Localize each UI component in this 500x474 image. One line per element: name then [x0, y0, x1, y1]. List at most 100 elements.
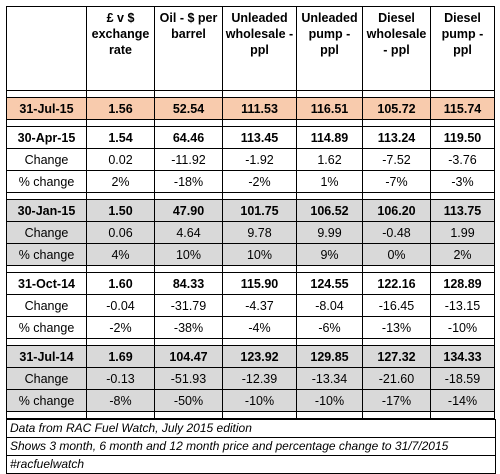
value-cell: -10% [430, 316, 495, 339]
spacer-cell [6, 119, 87, 127]
value-cell: 113.45 [222, 126, 297, 149]
value-cell: 64.46 [154, 126, 223, 149]
pct-change-row: % change 2% -18% -2% 1% -7% -3% [6, 170, 495, 193]
value-cell: 115.74 [430, 97, 495, 120]
value-cell: -13.34 [296, 367, 363, 390]
value-cell: 0.06 [86, 221, 155, 244]
spacer-cell [430, 411, 495, 419]
value-cell: -10% [222, 389, 297, 412]
value-cell: -8.04 [296, 294, 363, 317]
spacer-cell [222, 192, 297, 200]
value-cell: 1.69 [86, 345, 155, 368]
row-label: % change [6, 170, 87, 193]
value-cell: 4.64 [154, 221, 223, 244]
spacer-row [6, 411, 495, 419]
spacer-cell [362, 338, 431, 346]
value-cell: -3.76 [430, 148, 495, 171]
spacer-cell [154, 192, 223, 200]
description-note: Shows 3 month, 6 month and 12 month pric… [7, 437, 495, 455]
value-cell: -2% [86, 316, 155, 339]
value-cell: 52.54 [154, 97, 223, 120]
value-cell: 0.02 [86, 148, 155, 171]
value-cell: 116.51 [296, 97, 363, 120]
value-cell: 9.78 [222, 221, 297, 244]
date-cell: 30-Jan-15 [6, 199, 87, 222]
spacer-cell [296, 338, 363, 346]
value-cell: -4% [222, 316, 297, 339]
value-cell: 1.99 [430, 221, 495, 244]
spacer-cell [296, 192, 363, 200]
date-cell: 31-Oct-14 [6, 272, 87, 295]
value-cell: -0.13 [86, 367, 155, 390]
value-cell: 1.62 [296, 148, 363, 171]
fuel-price-table: £ v $ exchange rate Oil - $ per barrel U… [6, 6, 495, 419]
pct-change-row: % change -2% -38% -4% -6% -13% -10% [6, 316, 495, 339]
value-cell: -8% [86, 389, 155, 412]
header-row: £ v $ exchange rate Oil - $ per barrel U… [6, 6, 495, 91]
value-cell: -3% [430, 170, 495, 193]
date-cell: 30-Apr-15 [6, 126, 87, 149]
value-cell: 2% [430, 243, 495, 266]
header-cell [6, 6, 87, 91]
header-cell: Diesel pump - ppl [430, 6, 495, 91]
date-row: 30-Apr-15 1.54 64.46 113.45 114.89 113.24 119.… [6, 126, 495, 149]
row-label: % change [6, 389, 87, 412]
value-cell: 9% [296, 243, 363, 266]
source-note: Data from RAC Fuel Watch, July 2015 edit… [7, 419, 495, 437]
spacer-row [6, 192, 495, 200]
spacer-cell [154, 411, 223, 419]
value-cell: 119.50 [430, 126, 495, 149]
value-cell: 101.75 [222, 199, 297, 222]
value-cell: 1.56 [86, 97, 155, 120]
spacer-cell [86, 338, 155, 346]
row-label: % change [6, 243, 87, 266]
value-cell: -38% [154, 316, 223, 339]
value-cell: -13% [362, 316, 431, 339]
value-cell: -11.92 [154, 148, 223, 171]
header-cell: Diesel wholesale - ppl [362, 6, 431, 91]
spacer-cell [6, 265, 87, 273]
value-cell: 124.55 [296, 272, 363, 295]
change-row: Change -0.13 -51.93 -12.39 -13.34 -21.60 -18.5… [6, 367, 495, 390]
value-cell: 114.89 [296, 126, 363, 149]
value-cell: 111.53 [222, 97, 297, 120]
value-cell: -7.52 [362, 148, 431, 171]
row-label: Change [6, 367, 87, 390]
change-row: Change -0.04 -31.79 -4.37 -8.04 -16.45 -13.15 [6, 294, 495, 317]
spacer-cell [296, 411, 363, 419]
value-cell: -18% [154, 170, 223, 193]
value-cell: -4.37 [222, 294, 297, 317]
row-label: % change [6, 316, 87, 339]
value-cell: 84.33 [154, 272, 223, 295]
notes-block: Data from RAC Fuel Watch, July 2015 edit… [6, 419, 496, 474]
value-cell: -1.92 [222, 148, 297, 171]
spacer-row [6, 119, 495, 127]
spacer-row [6, 338, 495, 346]
spacer-cell [362, 119, 431, 127]
spacer-cell [86, 411, 155, 419]
spacer-cell [430, 338, 495, 346]
date-cell: 31-Jul-14 [6, 345, 87, 368]
fuel-price-table-container: £ v $ exchange rate Oil - $ per barrel U… [6, 6, 496, 474]
value-cell: -2% [222, 170, 297, 193]
spacer-cell [222, 411, 297, 419]
value-cell: 9.99 [296, 221, 363, 244]
value-cell: -0.04 [86, 294, 155, 317]
spacer-cell [222, 265, 297, 273]
spacer-cell [154, 265, 223, 273]
spacer-cell [362, 265, 431, 273]
value-cell: 129.85 [296, 345, 363, 368]
spacer-cell [362, 90, 431, 98]
spacer-cell [362, 411, 431, 419]
change-row: Change 0.02 -11.92 -1.92 1.62 -7.52 -3.76 [6, 148, 495, 171]
value-cell: 115.90 [222, 272, 297, 295]
value-cell: 47.90 [154, 199, 223, 222]
value-cell: 0% [362, 243, 431, 266]
value-cell: -12.39 [222, 367, 297, 390]
date-row: 30-Jan-15 1.50 47.90 101.75 106.52 106.20 113.… [6, 199, 495, 222]
value-cell: 2% [86, 170, 155, 193]
value-cell: 104.47 [154, 345, 223, 368]
date-row: 31-Oct-14 1.60 84.33 115.90 124.55 122.16 128.… [6, 272, 495, 295]
header-cell: Oil - $ per barrel [154, 6, 223, 91]
spacer-cell [430, 192, 495, 200]
